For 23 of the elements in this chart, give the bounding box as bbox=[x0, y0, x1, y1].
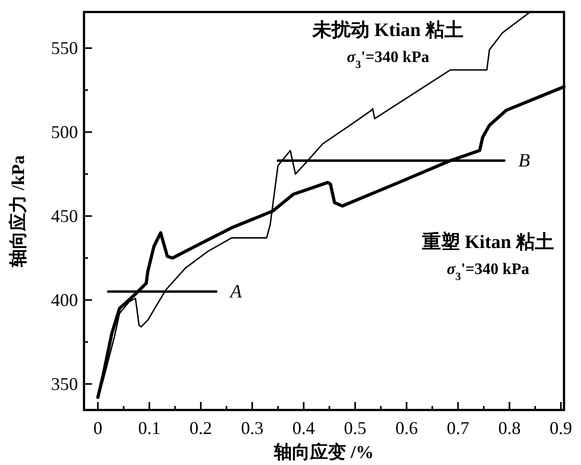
annotation: σ$_{3}$'=340 kPa bbox=[346, 49, 430, 71]
y-tick-label: 350 bbox=[51, 374, 78, 394]
y-tick-label: 400 bbox=[51, 290, 78, 310]
x-tick-label: 0.5 bbox=[344, 418, 366, 438]
x-tick-label: 0.6 bbox=[395, 418, 418, 438]
series-label: B bbox=[518, 150, 530, 172]
x-tick-label: 0.1 bbox=[138, 418, 161, 438]
y-tick-label: 500 bbox=[51, 122, 78, 142]
series-label: 未扰动 Ktian 粘土 bbox=[312, 19, 464, 41]
y-tick-label: 550 bbox=[51, 38, 78, 58]
text: 重塑 Kitan 粘土 bbox=[421, 231, 554, 253]
x-tick-label: 0.2 bbox=[190, 418, 212, 438]
x-tick-label: 0.4 bbox=[292, 418, 315, 438]
series-label: A bbox=[228, 282, 242, 303]
x-tick-label: 0.8 bbox=[498, 418, 521, 438]
x-axis-title: 轴向应变 /% bbox=[273, 442, 374, 462]
x-tick-label: 0.3 bbox=[240, 418, 264, 438]
annotation: σ$_{3}$'=340 kPa bbox=[446, 261, 530, 283]
y-axis-title: 轴向应力 /kPa bbox=[8, 155, 28, 268]
x-tick-label: 0 bbox=[93, 418, 102, 438]
y-tick-label: 450 bbox=[51, 206, 78, 226]
x-tick-label: 0.7 bbox=[446, 418, 470, 438]
x-tick-label: 0.9 bbox=[550, 418, 572, 438]
